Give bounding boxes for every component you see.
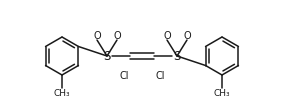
Text: CH₃: CH₃ [214, 88, 230, 98]
Text: O: O [183, 31, 191, 41]
Text: O: O [93, 31, 101, 41]
Text: S: S [173, 50, 181, 62]
Text: S: S [103, 50, 111, 62]
Text: Cl: Cl [155, 71, 165, 81]
Text: Cl: Cl [119, 71, 129, 81]
Text: O: O [163, 31, 171, 41]
Text: O: O [113, 31, 121, 41]
Text: CH₃: CH₃ [54, 88, 70, 98]
